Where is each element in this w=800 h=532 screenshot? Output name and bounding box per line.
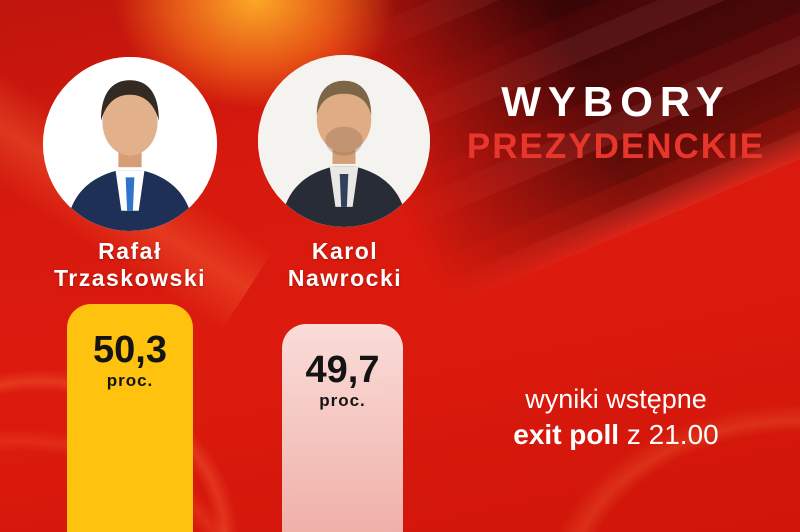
candidate-name-trzaskowski: Rafał Trzaskowski <box>15 238 245 292</box>
candidate-last-name: Trzaskowski <box>53 265 207 291</box>
result-value: 49,7 <box>305 349 380 391</box>
caption-exit-poll-time: exit poll z 21.00 <box>436 419 796 451</box>
result-bar-trzaskowski: 50,3 proc. <box>67 304 193 532</box>
candidate-photo-nawrocki <box>258 55 430 227</box>
nawrocki-portrait-icon <box>258 55 430 227</box>
title-prezydenckie: PREZYDENCKIE <box>466 127 766 166</box>
title-wybory: WYBORY <box>501 78 731 125</box>
caption-preliminary-results: wyniki wstępne <box>525 384 707 414</box>
candidate-first-name: Karol <box>311 238 379 264</box>
trzaskowski-portrait-icon <box>43 57 217 231</box>
candidate-name-nawrocki: Karol Nawrocki <box>232 238 458 292</box>
caption-exit-poll-bold: exit poll <box>513 419 620 450</box>
result-unit: proc. <box>319 391 366 410</box>
result-value: 50,3 <box>93 329 167 371</box>
candidate-last-name: Nawrocki <box>287 265 403 291</box>
candidate-first-name: Rafał <box>98 238 162 264</box>
candidate-photo-trzaskowski <box>43 57 217 231</box>
result-bar-nawrocki: 49,7 proc. <box>282 324 403 532</box>
exit-poll-caption: wyniki wstępne exit poll z 21.00 <box>436 384 796 451</box>
result-unit: proc. <box>106 371 154 390</box>
program-title: WYBORY PREZYDENCKIE <box>436 80 796 166</box>
caption-time: z 21.00 <box>619 419 719 450</box>
